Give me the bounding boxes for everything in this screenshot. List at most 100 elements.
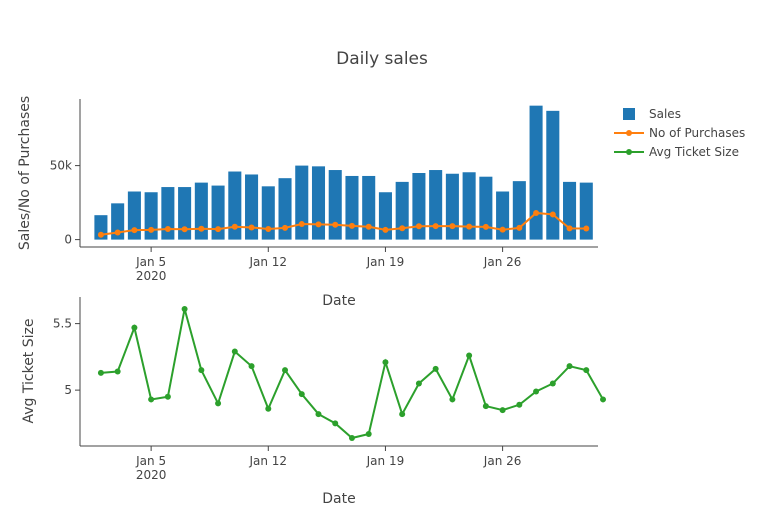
purchases-point xyxy=(482,223,489,230)
bottom-x-tick-label: Jan 5 xyxy=(135,454,166,468)
avg-ticket-point xyxy=(482,403,489,410)
avg-ticket-point xyxy=(298,391,305,398)
avg-ticket-point xyxy=(399,411,406,418)
legend-label: Avg Ticket Size xyxy=(649,145,739,159)
purchases-point xyxy=(566,225,573,232)
purchases-point xyxy=(415,223,422,230)
avg-ticket-point xyxy=(432,365,439,372)
purchases-point xyxy=(298,221,305,228)
purchases-point xyxy=(365,223,372,230)
avg-ticket-point xyxy=(348,435,355,442)
avg-ticket-point xyxy=(282,367,289,374)
sales-bar xyxy=(362,175,376,240)
purchases-point xyxy=(114,229,121,236)
top-x-tick-label: Jan 19 xyxy=(366,255,405,269)
sales-bar xyxy=(345,175,359,240)
bottom-x-axis-title: Date xyxy=(322,491,355,507)
sales-bar xyxy=(228,171,242,240)
sales-bar xyxy=(245,174,259,240)
avg-ticket-point xyxy=(583,367,590,374)
sales-bar xyxy=(378,192,392,240)
top-x-tick-label: Jan 5 xyxy=(135,255,166,269)
sales-bar xyxy=(178,187,192,240)
avg-ticket-point xyxy=(600,396,607,403)
bottom-x-tick-label: Jan 19 xyxy=(366,454,405,468)
purchases-point xyxy=(198,225,205,232)
avg-ticket-point xyxy=(164,393,171,400)
purchases-point xyxy=(148,226,155,233)
avg-ticket-point xyxy=(114,368,121,375)
sales-bar xyxy=(261,186,275,240)
purchases-point xyxy=(583,225,590,232)
sales-bar xyxy=(211,185,225,240)
purchases-point xyxy=(315,221,322,228)
bottom-y-axis-title: Avg Ticket Size xyxy=(21,319,37,424)
purchases-point xyxy=(499,226,506,233)
sales-bar xyxy=(579,182,593,240)
avg-ticket-point xyxy=(131,324,138,331)
top-x-tick-label: Jan 26 xyxy=(483,255,522,269)
avg-ticket-point xyxy=(533,388,540,395)
purchases-point xyxy=(181,226,188,233)
bottom-y-tick-label: 5.5 xyxy=(53,317,72,331)
purchases-point xyxy=(382,226,389,233)
purchases-point xyxy=(533,209,540,216)
legend: Sales No of Purchases Avg Ticket Size xyxy=(614,107,745,159)
purchases-point xyxy=(131,227,138,234)
bottom-y-tick-label: 5 xyxy=(64,383,72,397)
top-y-axis-title: Sales/No of Purchases xyxy=(17,96,33,250)
purchases-point xyxy=(549,211,556,218)
sales-bar xyxy=(529,105,543,240)
avg-ticket-point xyxy=(382,359,389,366)
avg-ticket-point xyxy=(215,400,222,407)
avg-ticket-line xyxy=(100,308,604,440)
purchases-point xyxy=(399,225,406,232)
avg-ticket-point xyxy=(566,363,573,370)
bottom-x-tick-label: Jan 26 xyxy=(483,454,522,468)
sales-bar xyxy=(496,191,510,240)
purchases-point xyxy=(164,225,171,232)
purchases-point xyxy=(332,221,339,228)
purchases-point xyxy=(231,223,238,230)
sales-bar xyxy=(328,170,342,240)
bottom-x-tick-year-label: 2020 xyxy=(136,468,167,482)
top-x-tick-year-label: 2020 xyxy=(136,269,167,283)
purchases-point xyxy=(248,224,255,231)
purchases-point xyxy=(265,225,272,232)
avg-ticket-point xyxy=(549,380,556,387)
avg-ticket-point xyxy=(516,401,523,408)
sales-bar xyxy=(479,176,493,240)
sales-bar xyxy=(161,187,175,240)
avg-ticket-point xyxy=(198,367,205,374)
sales-bar xyxy=(111,203,125,240)
sales-bar xyxy=(429,170,443,240)
sales-bar xyxy=(395,181,409,240)
sales-bar xyxy=(311,166,326,240)
sales-bar xyxy=(445,173,459,240)
avg-ticket-point xyxy=(415,380,422,387)
avg-ticket-point xyxy=(365,431,372,438)
purchases-point xyxy=(432,223,439,230)
purchases-point xyxy=(215,226,222,233)
legend-label: No of Purchases xyxy=(649,126,745,140)
legend-marker-swatch xyxy=(626,149,632,155)
sales-bar xyxy=(144,192,158,240)
avg-ticket-point xyxy=(231,348,238,355)
sales-bar xyxy=(462,172,476,240)
avg-ticket-point xyxy=(248,363,255,370)
avg-ticket-point xyxy=(181,305,188,312)
top-y-tick-label: 0 xyxy=(64,233,72,247)
top-x-tick-label: Jan 12 xyxy=(248,255,287,269)
purchases-point xyxy=(348,222,355,229)
top-y-tick-label: 50k xyxy=(50,159,72,173)
legend-marker-swatch xyxy=(626,130,632,136)
avg-ticket-point xyxy=(97,369,104,376)
sales-bar xyxy=(412,173,426,240)
purchases-point xyxy=(516,224,523,231)
purchases-point xyxy=(466,223,473,230)
avg-ticket-point xyxy=(332,420,339,427)
avg-ticket-point xyxy=(449,396,456,403)
